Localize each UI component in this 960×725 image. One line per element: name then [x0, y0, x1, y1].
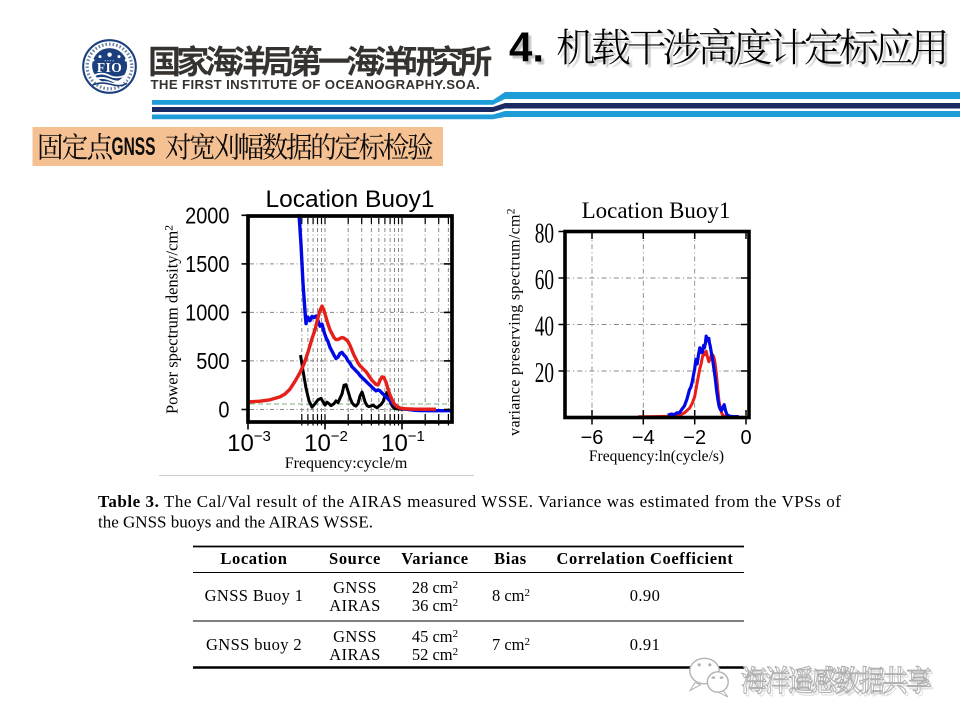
svg-text:60: 60 — [535, 266, 554, 296]
svg-text:−4: −4 — [632, 427, 655, 449]
svg-text:80: 80 — [535, 219, 554, 249]
svg-text:0: 0 — [740, 427, 751, 449]
svg-text:1500: 1500 — [185, 250, 229, 277]
svg-text:variance preserving spectrum/c: variance preserving spectrum/cm2 — [506, 208, 524, 436]
svg-text:GNSS Buoy 1: GNSS Buoy 1 — [205, 586, 304, 605]
svg-text:10−2: 10−2 — [304, 428, 348, 457]
svg-text:52 cm2: 52 cm2 — [412, 645, 458, 664]
svg-text:the GNSS buoys and the AIRAS W: the GNSS buoys and the AIRAS WSSE. — [98, 513, 373, 532]
svg-text:GNSS buoy 2: GNSS buoy 2 — [206, 635, 302, 654]
svg-text:36 cm2: 36 cm2 — [412, 596, 458, 615]
svg-text:GNSS: GNSS — [333, 627, 377, 646]
svg-text:4.: 4. — [509, 24, 544, 71]
svg-text:Frequency:cycle/m: Frequency:cycle/m — [285, 455, 408, 472]
svg-text:AIRAS: AIRAS — [329, 645, 381, 664]
svg-text:Location Buoy1: Location Buoy1 — [266, 186, 435, 213]
svg-text:0.91: 0.91 — [630, 635, 660, 654]
svg-text:−2: −2 — [683, 427, 706, 449]
svg-text:8 cm2: 8 cm2 — [492, 586, 530, 605]
svg-text:Table 3. The Cal/Val result of: Table 3. The Cal/Val result of the AIRAS… — [98, 492, 842, 511]
svg-text:FIO: FIO — [97, 60, 122, 75]
svg-text:Bias: Bias — [494, 549, 527, 568]
svg-text:Location: Location — [220, 549, 287, 568]
svg-text:Variance: Variance — [401, 549, 468, 568]
svg-text:28 cm2: 28 cm2 — [412, 578, 458, 597]
svg-text:Correlation Coefficient: Correlation Coefficient — [556, 549, 733, 568]
svg-text:10−3: 10−3 — [227, 428, 271, 457]
svg-text:Frequency:ln(cycle/s): Frequency:ln(cycle/s) — [589, 448, 724, 465]
svg-text:Location Buoy1: Location Buoy1 — [582, 198, 731, 223]
svg-text:AIRAS: AIRAS — [329, 596, 381, 615]
svg-text:0: 0 — [218, 396, 229, 423]
svg-text:0.90: 0.90 — [630, 586, 660, 605]
svg-text:2000: 2000 — [185, 202, 229, 229]
svg-text:10−1: 10−1 — [381, 428, 425, 457]
svg-text:THE FIRST INSTITUTE OF OCEANOG: THE FIRST INSTITUTE OF OCEANOGRAPHY.SOA. — [151, 77, 481, 92]
svg-text:Power spectrum density/cm2: Power spectrum density/cm2 — [163, 225, 182, 414]
svg-text:−6: −6 — [581, 427, 604, 449]
svg-text:GNSS: GNSS — [112, 133, 156, 161]
svg-text:GNSS: GNSS — [333, 578, 377, 597]
svg-text:500: 500 — [196, 347, 229, 374]
svg-text:1000: 1000 — [185, 299, 229, 326]
svg-text:Source: Source — [329, 549, 381, 568]
svg-text:7 cm2: 7 cm2 — [492, 635, 530, 654]
svg-text:45 cm2: 45 cm2 — [412, 627, 458, 646]
svg-text:40: 40 — [535, 312, 554, 342]
svg-text:4.: 4. — [512, 26, 547, 73]
svg-text:20: 20 — [535, 359, 554, 389]
